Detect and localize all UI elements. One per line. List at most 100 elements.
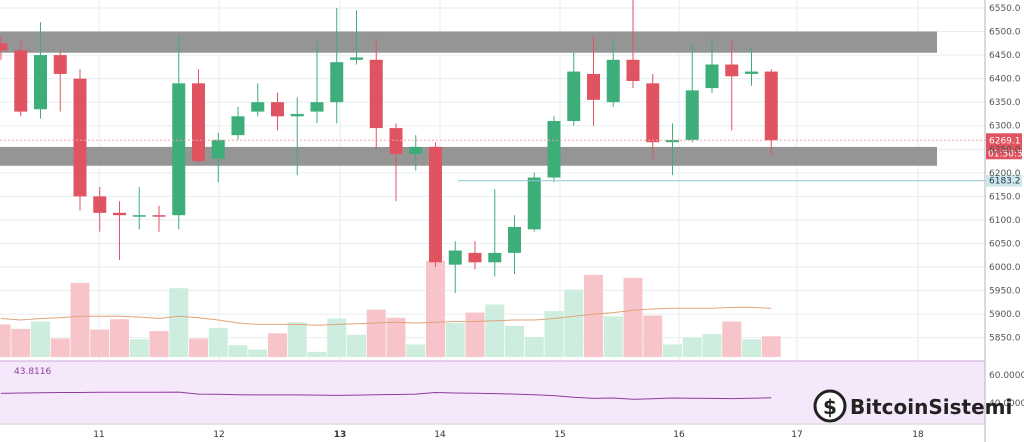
- x-tick-label: 17: [791, 430, 802, 440]
- candle-body: [468, 252, 482, 263]
- candle-body: [34, 55, 47, 110]
- candle-body: [705, 64, 719, 89]
- candle-body: [14, 50, 28, 112]
- logo-symbol: $: [823, 395, 837, 419]
- candle-body: [685, 90, 699, 140]
- y-tick-label: 6400.0: [989, 75, 1021, 85]
- price-zone: [0, 146, 937, 166]
- candlesticks: [0, 0, 778, 293]
- y-tick-label: 6100.0: [989, 216, 1021, 226]
- candle-body: [172, 83, 186, 216]
- rsi-value-label: 43.8116: [14, 367, 51, 377]
- volume-bar: [110, 319, 129, 357]
- volume-bar: [722, 321, 742, 357]
- y-tick-label: 6200.0: [989, 169, 1021, 179]
- rsi-tick-label: 40.0000: [989, 399, 1024, 409]
- candle-body: [666, 139, 679, 143]
- price-zone: [0, 31, 937, 53]
- x-tick-label: 16: [673, 430, 685, 440]
- volume-bar: [544, 311, 564, 357]
- volume-bar: [228, 345, 248, 357]
- volume-bar: [406, 344, 426, 357]
- y-tick-label: 6350.0: [989, 98, 1021, 108]
- volume-bar: [31, 321, 50, 357]
- volume-bar: [307, 351, 327, 357]
- y-tick-label: 6500.0: [989, 28, 1021, 38]
- current-price-tag: [986, 133, 1022, 160]
- volume-bar: [663, 344, 682, 357]
- volume-bar: [761, 336, 781, 357]
- y-tick-label: 6450.0: [989, 51, 1021, 61]
- candle-body: [547, 121, 561, 178]
- volume-bar: [485, 304, 505, 357]
- candle-body: [93, 196, 107, 213]
- candle-body: [527, 177, 541, 230]
- candle-body: [290, 113, 304, 117]
- x-tick-label: 11: [93, 430, 104, 440]
- rsi-tick-label: 60.0000: [989, 371, 1024, 381]
- candle-countdown-label: 01:50:57: [988, 149, 1024, 159]
- price-level-label: 6183.2: [989, 177, 1021, 187]
- volume-bar: [0, 324, 11, 357]
- volume-bar: [248, 349, 268, 357]
- candle-body: [53, 55, 67, 74]
- volume-bar: [682, 337, 702, 357]
- candle-body: [606, 59, 620, 103]
- y-tick-label: 6300.0: [989, 122, 1021, 132]
- volume-bar: [208, 328, 228, 357]
- volume-bar: [564, 289, 584, 357]
- volume-bar: [268, 333, 287, 357]
- volume-bar: [426, 260, 445, 357]
- candle-body: [745, 71, 758, 74]
- volume-bar: [327, 318, 347, 357]
- x-tick-label: 14: [434, 430, 446, 440]
- candle-body: [488, 252, 502, 263]
- candle-body: [626, 59, 640, 81]
- candle-body: [310, 102, 324, 112]
- price-axis: 5850.0 5900.0 5950.0 6000.0 6050.0 6100.0 6150…: [984, 0, 1024, 442]
- candle-body: [251, 102, 265, 112]
- price-level-tag: [986, 174, 1022, 187]
- y-tick-label: 6050.0: [989, 239, 1021, 249]
- y-tick-label: 6250.0: [989, 145, 1021, 155]
- candle-body: [73, 78, 87, 197]
- candle-body: [0, 43, 8, 51]
- volume-bar: [584, 274, 603, 357]
- x-tick-label: 12: [213, 430, 224, 440]
- volume-bar: [366, 309, 386, 357]
- candle-body: [409, 146, 423, 154]
- candle-body: [646, 83, 660, 143]
- candle-body: [508, 226, 521, 253]
- rsi-line: [0, 391, 772, 400]
- candle-body: [567, 71, 581, 122]
- x-tick-label: 18: [912, 430, 924, 440]
- volume-bar: [386, 317, 406, 357]
- candle-body: [192, 83, 205, 162]
- logo-wordmark: BitcoinSistemi: [850, 395, 1012, 419]
- bitcoinsistemi-logo: $ BitcoinSistemi: [813, 389, 1012, 423]
- candle-body: [587, 73, 600, 100]
- candle-body: [211, 139, 225, 159]
- price-overlays: 6183.2 6269.1 01:50:57: [0, 133, 1024, 187]
- y-tick-label: 5950.0: [989, 287, 1021, 297]
- volume-bar: [149, 331, 169, 357]
- current-price-label: 6269.1: [989, 136, 1021, 146]
- y-tick-label: 5850.0: [989, 334, 1021, 344]
- y-tick-label: 6000.0: [989, 263, 1021, 273]
- y-tick-label: 6150.0: [989, 192, 1021, 202]
- volume-bars: [0, 260, 781, 357]
- volume-ma-line: [0, 306, 772, 326]
- volume-bar: [445, 322, 465, 357]
- candle-body: [132, 215, 146, 217]
- candle-body: [113, 212, 126, 216]
- volume-bar: [603, 316, 623, 357]
- volume-bar: [189, 338, 208, 357]
- candle-body: [389, 128, 403, 154]
- candle-body: [448, 250, 462, 265]
- volume-bar: [347, 334, 366, 357]
- volume-bar: [129, 339, 149, 357]
- volume-bar: [465, 312, 485, 357]
- volume-bar: [643, 315, 663, 357]
- volume-bar: [524, 337, 544, 357]
- volume-bar: [50, 338, 70, 357]
